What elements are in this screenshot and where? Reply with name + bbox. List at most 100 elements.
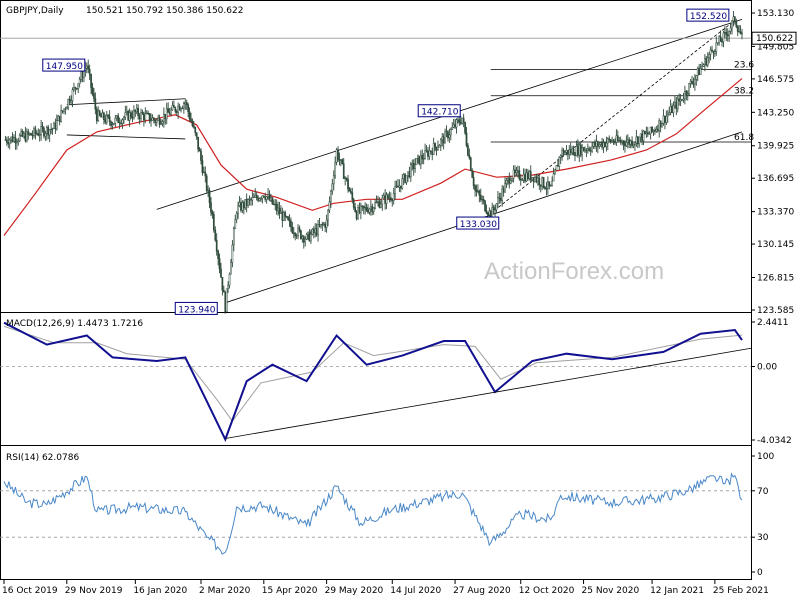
price-bar-body <box>561 150 563 156</box>
price-bar-body <box>631 140 633 147</box>
price-bar-body <box>208 190 211 203</box>
price-bar-body <box>180 108 182 111</box>
fib-level-label: 38.2 <box>734 87 754 97</box>
moving-average-line <box>3 78 743 236</box>
price-bar-body <box>120 122 122 125</box>
price-bar-body <box>357 207 359 219</box>
price-bar-body <box>504 183 506 193</box>
price-bar-body <box>94 98 97 110</box>
price-bar-body <box>103 112 105 121</box>
price-bar-body <box>204 171 207 177</box>
price-bar-body <box>488 210 491 216</box>
price-bar-body <box>71 89 74 101</box>
price-bar-body <box>418 155 421 165</box>
price-bar-body <box>435 146 438 151</box>
price-bar-body <box>348 188 351 192</box>
price-bar-body <box>699 68 702 75</box>
price-bar-body <box>558 157 561 167</box>
price-bar-body <box>230 262 232 275</box>
price-bar-body <box>595 141 598 147</box>
price-bar-body <box>564 152 566 155</box>
price-bar-body <box>58 115 61 122</box>
price-bar-body <box>130 112 132 118</box>
price-bar-body <box>632 144 635 147</box>
rsi-axis-tick-label: 30 <box>757 533 769 543</box>
price-bar-body <box>160 123 162 125</box>
price-bar-body <box>60 110 62 122</box>
price-bar-body <box>111 124 114 127</box>
price-bar-body <box>625 142 628 147</box>
macd-axis-tick-label: 0.00 <box>757 362 777 372</box>
x-axis-tick-label: 25 Feb 2021 <box>713 586 769 596</box>
price-bar-body <box>615 135 618 143</box>
price-bar-body <box>155 119 158 123</box>
price-axis-tick-label: 136.695 <box>757 174 794 184</box>
price-bar-body <box>714 51 716 54</box>
price-bar-body <box>502 188 505 193</box>
price-bar-body <box>121 119 124 124</box>
macd-axis-tick-label: 2.4411 <box>757 318 789 328</box>
price-annotation-label: 123.940 <box>178 305 215 315</box>
price-bar-body <box>288 219 291 222</box>
price-bar-body <box>566 149 569 155</box>
price-bar-body <box>409 164 412 178</box>
price-bar-body <box>552 173 555 182</box>
price-bar-body <box>711 49 713 52</box>
price-bar-body <box>616 135 619 141</box>
price-bar-body <box>524 174 526 182</box>
price-bar-body <box>337 149 339 160</box>
price-bar-body <box>462 117 465 123</box>
price-bar-body <box>104 119 107 123</box>
price-bar-body <box>512 169 515 179</box>
price-bar-body <box>125 111 128 113</box>
price-bar-body <box>408 171 411 178</box>
price-bar-body <box>472 177 475 186</box>
price-bar-body <box>154 119 157 123</box>
price-bar-body <box>596 141 599 147</box>
price-bar-body <box>245 199 248 206</box>
price-bar-body <box>330 190 332 203</box>
price-bar-body <box>187 104 189 112</box>
price-bar-body <box>158 117 161 125</box>
price-bar-body <box>247 199 249 206</box>
price-bar-body <box>712 50 715 54</box>
price-bar-body <box>171 105 174 111</box>
price-bar-body <box>412 163 415 169</box>
price-bar-body <box>195 132 198 138</box>
price-bar-body <box>618 140 621 142</box>
price-bar-body <box>535 176 538 182</box>
price-bar-body <box>115 115 118 119</box>
price-bar-body <box>589 150 592 152</box>
price-bar-body <box>117 115 120 123</box>
price-bar-body <box>541 177 544 187</box>
macd-panel-title: MACD(12,26,9) 1.4473 1.7216 <box>6 319 143 329</box>
price-bar-body <box>215 239 218 252</box>
price-bar-body <box>444 131 446 144</box>
price-bar-body <box>227 284 229 290</box>
price-bar-body <box>704 58 706 65</box>
price-bar-body <box>578 144 581 156</box>
price-bar-body <box>685 91 688 96</box>
price-bar-body <box>736 26 739 32</box>
price-bar-body <box>367 210 369 213</box>
price-bar-body <box>272 203 275 205</box>
price-bar-body <box>194 127 197 133</box>
price-bar-body <box>64 108 67 110</box>
price-bar-body <box>28 133 31 135</box>
price-bar-body <box>314 228 317 233</box>
macd-trendline <box>225 347 752 439</box>
price-bar-body <box>514 169 516 173</box>
price-bar-body <box>23 133 25 137</box>
price-bar-body <box>375 201 378 204</box>
price-bar-body <box>581 147 583 156</box>
price-bar-body <box>232 228 235 246</box>
price-bar-body <box>380 203 382 208</box>
price-bar-body <box>608 138 611 141</box>
price-bar-body <box>68 98 71 103</box>
price-bar-body <box>110 121 112 127</box>
price-bar-body <box>174 107 177 112</box>
price-bar-body <box>612 140 615 143</box>
price-bar-body <box>679 99 682 102</box>
price-bar-body <box>497 197 499 205</box>
